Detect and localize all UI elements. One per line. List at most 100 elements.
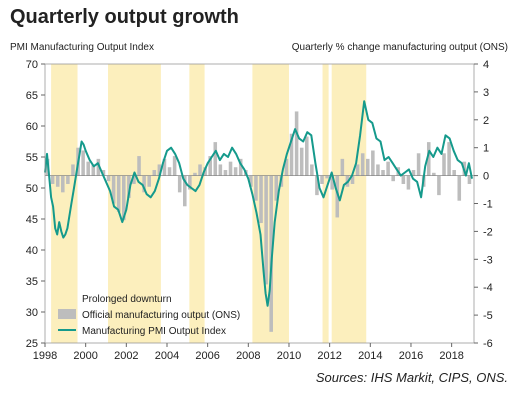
left-tick-label-50: 50 xyxy=(26,183,38,195)
ons-bar-54 xyxy=(320,175,324,184)
ons-bar-52 xyxy=(310,164,314,176)
ons-bar-77 xyxy=(437,175,441,196)
ons-bar-61 xyxy=(355,164,360,176)
ons-bar-55 xyxy=(325,175,329,179)
ons-bar-83 xyxy=(467,175,472,184)
ons-bar-70 xyxy=(401,175,406,184)
ons-bar-4 xyxy=(66,175,70,184)
ons-bar-2 xyxy=(55,175,60,187)
ons-bar-58 xyxy=(340,158,345,176)
ons-bar-65 xyxy=(376,164,380,176)
ons-bar-7 xyxy=(81,150,85,176)
x-tick-label-2016: 2016 xyxy=(399,350,423,362)
ons-bar-57 xyxy=(335,175,340,218)
ons-bar-13 xyxy=(111,175,116,204)
left-tick-label-60: 60 xyxy=(26,121,38,133)
ons-bar-16 xyxy=(127,175,131,198)
right-tick-label--5: -5 xyxy=(483,310,493,322)
ons-bar-35 xyxy=(223,170,228,176)
ons-bar-1 xyxy=(50,175,55,184)
x-tick-label-2018: 2018 xyxy=(439,350,463,362)
ons-bar-22 xyxy=(157,164,162,176)
ons-bar-81 xyxy=(457,175,462,201)
shade-band-4 xyxy=(322,64,329,343)
left-tick-label-45: 45 xyxy=(26,214,38,226)
legend-swatch-bar xyxy=(58,309,76,319)
right-axis-label: Quarterly % change manufacturing output … xyxy=(291,42,508,53)
right-tick-label--1: -1 xyxy=(483,199,493,211)
ons-bar-17 xyxy=(132,175,136,184)
right-tick-label--2: -2 xyxy=(483,226,493,238)
ons-bar-15 xyxy=(122,175,126,221)
ons-bar-14 xyxy=(116,175,121,212)
left-tick-label-25: 25 xyxy=(26,338,38,350)
ons-bar-64 xyxy=(371,150,375,176)
ons-bar-12 xyxy=(106,175,111,182)
legend-label-2: Manufacturing PMI Output Index xyxy=(82,326,226,337)
ons-bar-56 xyxy=(330,175,334,190)
ons-bar-73 xyxy=(416,153,421,176)
ons-bar-38 xyxy=(238,158,243,176)
ons-bar-32 xyxy=(208,156,212,176)
ons-bar-62 xyxy=(360,153,365,176)
ons-bar-33 xyxy=(213,142,218,176)
right-axis-ticks: -6 -5 -4 -3 -2 -1 0 1 2 3 4 xyxy=(474,59,493,350)
right-tick-label--3: -3 xyxy=(483,254,493,266)
legend: Prolonged downturn Official manufacturing… xyxy=(58,293,240,337)
ons-bar-50 xyxy=(299,147,304,176)
source-note: Sources: IHS Markit, CIPS, ONS. xyxy=(315,370,508,385)
pmi-line xyxy=(44,100,473,307)
ons-bar-20 xyxy=(147,175,151,187)
ons-bar-8 xyxy=(86,161,90,176)
ons-bar-40 xyxy=(249,175,253,187)
ons-bar-53 xyxy=(315,175,319,196)
ons-bar-23 xyxy=(162,158,167,176)
ons-bar-49 xyxy=(294,111,299,176)
ons-bar-18 xyxy=(137,156,141,176)
left-axis-label: PMI Manufacturing Output Index xyxy=(10,42,154,53)
ons-bar-80 xyxy=(452,170,456,176)
ons-bar-10 xyxy=(96,158,101,176)
x-tick-label-2006: 2006 xyxy=(195,350,219,362)
ons-bar-48 xyxy=(289,133,294,176)
x-tick-label-2010: 2010 xyxy=(277,350,301,362)
left-tick-label-55: 55 xyxy=(26,152,38,164)
ons-bar-24 xyxy=(167,167,172,176)
ons-bar-45 xyxy=(274,175,279,201)
ons-bar-72 xyxy=(411,170,416,176)
right-tick-label--6: -6 xyxy=(483,338,493,350)
ons-bar-29 xyxy=(193,172,197,176)
ons-bar-3 xyxy=(61,175,65,193)
ons-bar-19 xyxy=(142,175,146,193)
ons-bar-37 xyxy=(233,167,238,176)
right-tick-label-1: 1 xyxy=(483,143,489,155)
ons-bar-60 xyxy=(350,175,355,184)
ons-bar-25 xyxy=(172,156,177,176)
right-tick-label-0: 0 xyxy=(483,171,489,183)
x-axis-ticks: 1998 2000 2002 2004 2006 2008 2010 2012 2014 2016… xyxy=(33,343,464,362)
left-tick-label-40: 40 xyxy=(26,245,38,257)
ons-bar-30 xyxy=(198,164,202,176)
ons-bar-9 xyxy=(91,164,96,176)
x-tick-label-2004: 2004 xyxy=(155,350,179,362)
left-tick-label-35: 35 xyxy=(26,276,38,288)
pmi-series-line xyxy=(44,100,473,307)
ons-bar-63 xyxy=(365,158,370,176)
left-axis-ticks: 25 30 35 40 45 50 55 60 65 70 xyxy=(26,59,45,350)
left-tick-label-70: 70 xyxy=(26,59,38,71)
ons-bar-47 xyxy=(284,158,289,176)
chart-title: Quarterly output growth xyxy=(10,6,239,28)
x-tick-label-2002: 2002 xyxy=(114,350,138,362)
ons-bar-26 xyxy=(177,175,182,193)
shade-band-2 xyxy=(189,64,205,343)
legend-label-1: Official manufacturing output (ONS) xyxy=(82,310,240,321)
right-tick-label-2: 2 xyxy=(483,115,489,127)
ons-bar-76 xyxy=(432,172,436,176)
ons-bar-11 xyxy=(101,170,106,176)
ons-bar-34 xyxy=(218,164,223,176)
ons-bar-21 xyxy=(152,170,157,176)
x-tick-label-2000: 2000 xyxy=(73,350,97,362)
left-tick-label-65: 65 xyxy=(26,90,38,102)
right-tick-label-3: 3 xyxy=(483,87,489,99)
